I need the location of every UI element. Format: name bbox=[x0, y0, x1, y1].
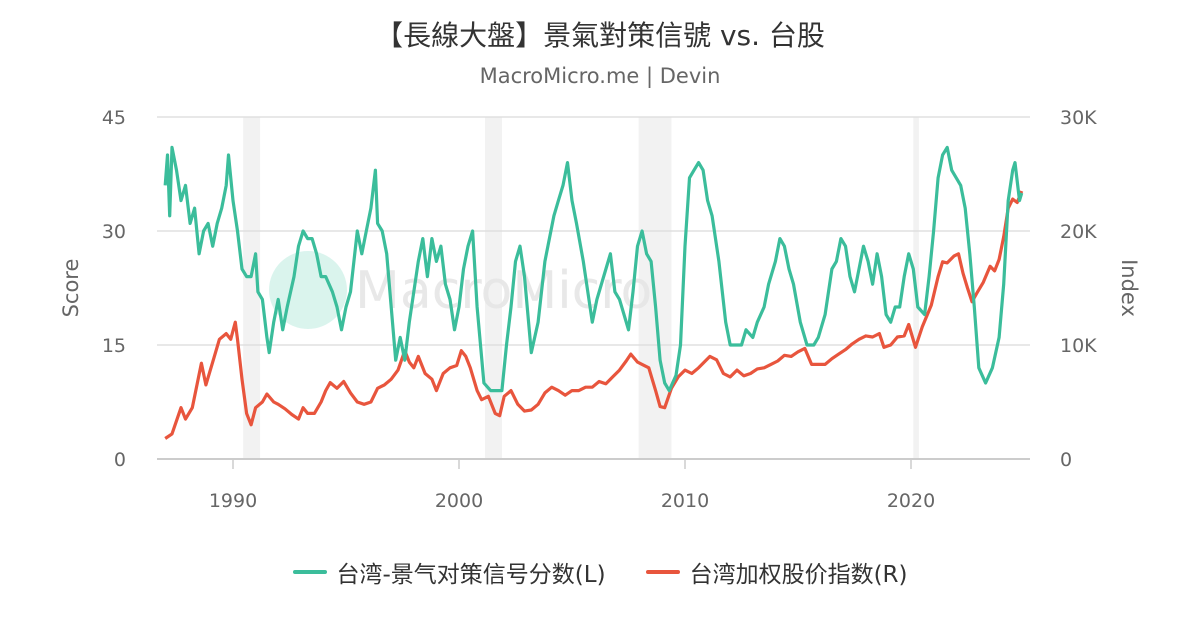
y-left-tick-label: 0 bbox=[114, 449, 126, 471]
legend: 台湾-景气对策信号分数(L) 台湾加权股价指数(R) bbox=[0, 555, 1200, 589]
y-left-axis-label: Score bbox=[59, 259, 83, 318]
chart-title: 【長線大盤】景氣對策信號 vs. 台股 bbox=[375, 19, 825, 52]
y-right-tick-label: 20K bbox=[1060, 221, 1097, 243]
score-series-line bbox=[163, 145, 1024, 393]
chart-subtitle: MacroMicro.me | Devin bbox=[479, 64, 721, 88]
index-series-line bbox=[164, 190, 1024, 440]
legend-label-score: 台湾-景气对策信号分数(L) bbox=[336, 562, 606, 588]
legend-item-index[interactable]: 台湾加权股价指数(R) bbox=[645, 555, 908, 589]
x-tick-label: 2020 bbox=[887, 490, 935, 512]
x-tick-label: 1990 bbox=[209, 490, 257, 512]
y-right-tick-label: 0 bbox=[1060, 449, 1072, 471]
y-right-axis-label: Index bbox=[1117, 259, 1141, 317]
watermark-text: MacroMicro bbox=[355, 261, 652, 321]
legend-item-score[interactable]: 台湾-景气对策信号分数(L) bbox=[292, 555, 606, 589]
recession-band bbox=[243, 117, 261, 459]
recession-band bbox=[484, 117, 502, 459]
y-left-tick-label: 45 bbox=[102, 107, 126, 129]
y-right-tick-label: 30K bbox=[1060, 107, 1097, 129]
watermark-logo-icon bbox=[269, 251, 347, 329]
legend-label-index: 台湾加权股价指数(R) bbox=[689, 562, 908, 588]
y-left-tick-label: 15 bbox=[102, 335, 126, 357]
y-right-tick-label: 10K bbox=[1060, 335, 1097, 357]
legend-swatch-index bbox=[645, 570, 680, 574]
x-tick-label: 2000 bbox=[435, 490, 483, 512]
watermark: MacroMicro bbox=[269, 251, 652, 329]
y-left-tick-label: 30 bbox=[102, 221, 126, 243]
x-tick-label: 2010 bbox=[661, 490, 709, 512]
legend-swatch-score bbox=[292, 570, 327, 574]
